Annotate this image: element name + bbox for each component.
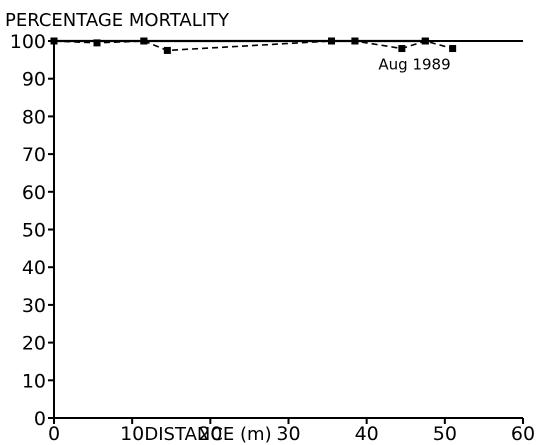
x-tick-label: 20 [198, 423, 222, 445]
x-tick-label: 0 [48, 423, 60, 445]
x-tick-label: 10 [120, 423, 144, 445]
y-tick-label: 30 [22, 295, 46, 317]
y-tick-label: 40 [22, 257, 46, 279]
y-axis-ticks: 0 10 20 30 40 50 60 70 80 90 100 [10, 31, 54, 430]
x-tick-label: 30 [276, 423, 300, 445]
series-line-1 [53, 40, 453, 52]
x-tick-label: 40 [355, 423, 379, 445]
x-tick-label: 60 [511, 423, 535, 445]
data-point-marker [351, 37, 359, 45]
y-tick-label: 60 [22, 182, 46, 204]
y-tick-label: 0 [34, 408, 46, 430]
data-series [50, 37, 457, 54]
x-axis-ticks: 0 10 20 30 40 50 60 [48, 418, 535, 445]
data-point-marker [421, 37, 429, 45]
y-axis-title: PERCENTAGE MORTALITY [5, 10, 230, 31]
data-point-marker [449, 45, 457, 53]
data-point-marker [140, 37, 148, 45]
data-point-marker [327, 37, 335, 45]
data-point-marker [163, 46, 171, 54]
data-point-marker [50, 37, 58, 45]
y-tick-label: 20 [22, 333, 46, 355]
data-point-marker [398, 45, 406, 53]
x-axis-title: DISTANCE (m) [144, 424, 271, 445]
y-tick-label: 70 [22, 144, 46, 166]
y-tick-label: 50 [22, 220, 46, 242]
series-annotation: Aug 1989 [378, 55, 450, 73]
annotations: Aug 1989 [378, 55, 450, 73]
y-tick-label: 90 [22, 69, 46, 91]
y-tick-label: 80 [22, 106, 46, 128]
y-tick-label: 10 [22, 370, 46, 392]
data-point-marker [93, 39, 101, 47]
y-tick-label: 100 [10, 31, 46, 53]
x-tick-label: 50 [433, 423, 457, 445]
